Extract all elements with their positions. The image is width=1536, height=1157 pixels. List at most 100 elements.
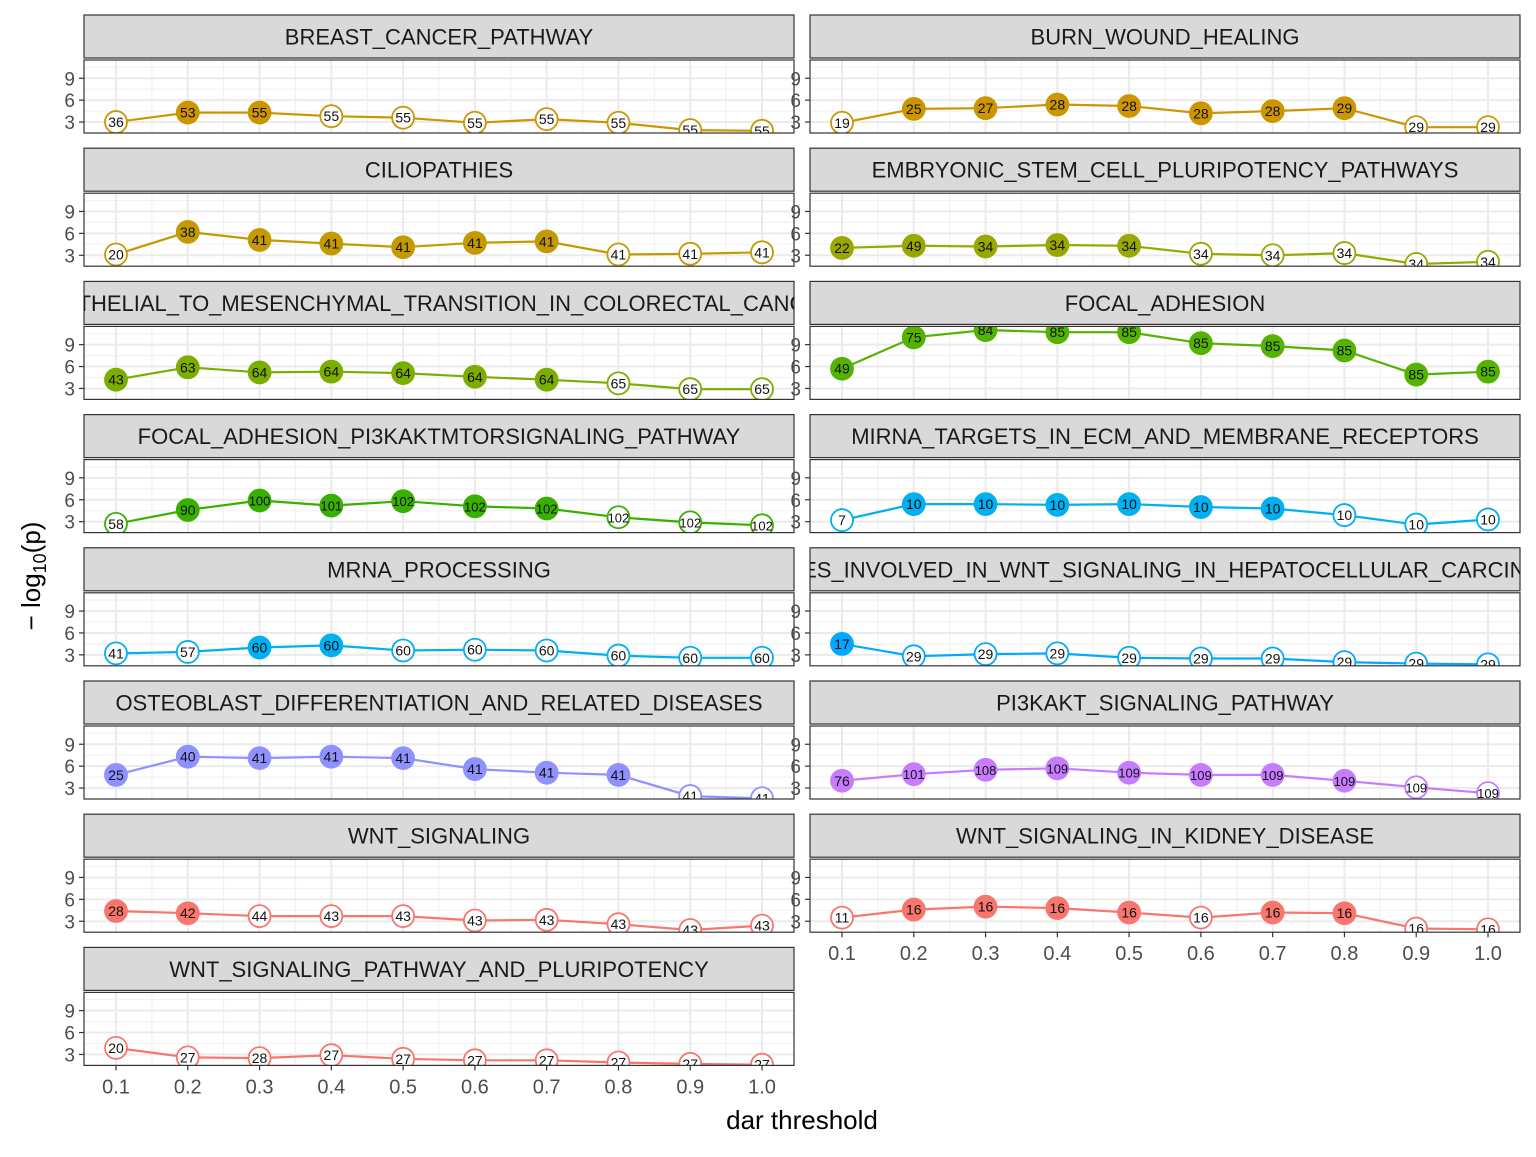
data-label: 41 [754,244,770,260]
data-point [1260,243,1285,267]
data-point [1260,99,1285,123]
y-tick-label: 3 [790,113,801,134]
data-point [830,905,854,930]
x-tick-label: 0.7 [1259,943,1287,965]
facet-strip [83,14,795,59]
data-label: 43 [611,916,627,932]
y-tick-label: 6 [64,224,75,245]
data-point [750,377,774,400]
panel-14: WNT_SIGNALING_IN_KIDNEY_DISEASE 369 11 16 16… [790,813,1521,965]
x-tick-label: 0.5 [389,1076,417,1098]
data-label: 55 [754,123,770,139]
x-tick-label: 0.8 [605,1076,633,1098]
data-point [1404,775,1429,799]
data-label: 109 [1262,768,1284,783]
facet-strip [83,280,795,325]
facet-strip [809,813,1521,858]
data-label: 29 [1193,651,1209,667]
data-point [678,510,703,533]
series-group: 41 57 60 60 60 60 60 60 60 60 [104,633,774,666]
facet-strip [809,547,1521,592]
panel-border [83,725,795,800]
data-point [1404,916,1429,933]
series-group: 58 90 100 101 102 102 102 102 102 102 [104,488,774,533]
data-label: 19 [834,115,850,131]
panel-border [83,592,795,667]
facet-strip [809,280,1521,325]
data-point [462,110,487,133]
data-label: 60 [682,650,698,666]
data-point [606,242,631,267]
data-point [1045,641,1070,666]
data-point [1260,334,1285,359]
y-tick-label: 9 [64,868,75,889]
y-tick-label: 3 [790,379,801,400]
data-point [1045,326,1070,345]
data-label: 20 [108,1040,124,1056]
facet-title: WNT_SIGNALING [348,824,530,849]
data-point [1045,92,1070,117]
x-tick-label: 0.4 [1043,943,1071,965]
y-tick-label: 9 [64,202,75,223]
x-axis-title: dar threshold [726,1105,878,1135]
data-label: 41 [539,233,555,249]
facet-title: WNT_SIGNALING_IN_KIDNEY_DISEASE [956,824,1374,849]
data-point [750,913,774,933]
panel-12: PI3KAKT_SIGNALING_PATHWAY 369 76 101 108 109 1… [790,680,1521,801]
data-point [1476,507,1500,532]
data-point [1117,760,1142,785]
facet-strip [83,547,795,592]
data-point [1332,338,1357,363]
data-label: 29 [1265,651,1281,667]
data-label: 55 [467,115,483,131]
data-point [1188,495,1213,519]
gridlines [84,592,794,666]
data-point [901,97,926,121]
y-tick-label: 6 [790,91,801,112]
data-point [973,642,998,666]
data-label: 109 [1477,786,1499,801]
data-label: 27 [611,1054,627,1070]
data-point [1404,512,1429,533]
data-point [391,638,416,663]
data-label: 65 [682,381,698,397]
data-label: 44 [252,908,268,924]
y-tick-label: 3 [790,779,801,800]
data-label: 64 [252,364,268,380]
data-label: 41 [324,749,340,765]
data-point [319,359,344,384]
data-point [750,240,774,265]
data-label: 29 [1480,119,1496,135]
data-point [750,118,774,133]
data-label: 41 [324,236,340,252]
data-point [1332,650,1357,666]
data-label: 16 [1480,921,1496,937]
x-tick-label: 1.0 [748,1076,776,1098]
data-label: 34 [978,238,994,254]
data-label: 85 [1480,364,1496,380]
data-label: 10 [1337,507,1353,523]
data-label: 27 [395,1051,411,1067]
facet-strip [83,147,795,192]
data-point [1117,492,1142,517]
data-point [606,912,631,933]
data-label: 28 [1121,98,1137,114]
series-line [115,755,763,799]
panel-border [809,725,1521,800]
data-point [104,367,128,392]
x-tick-label: 0.2 [900,943,928,965]
series-group: 20 27 28 27 27 27 27 27 27 27 [104,1035,774,1070]
data-label: 41 [395,750,411,766]
data-point [319,231,344,256]
data-label: 85 [1050,324,1066,340]
y-tick-label: 3 [64,912,75,933]
data-label: 36 [108,114,124,130]
data-point [175,640,200,664]
data-point [973,326,998,342]
panel-border [83,325,795,400]
data-label: 60 [324,637,340,653]
data-label: 28 [1050,97,1066,113]
y-tick-label: 3 [64,646,75,667]
data-point [175,744,200,769]
data-label: 28 [1265,103,1281,119]
